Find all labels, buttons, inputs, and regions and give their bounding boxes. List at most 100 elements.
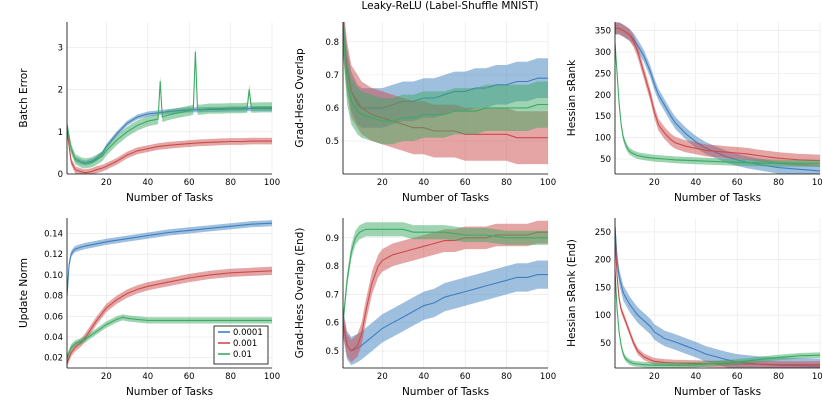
- band-0-001: [615, 228, 820, 368]
- line-0-01: [615, 43, 820, 164]
- line-0-001: [67, 129, 272, 174]
- y-tick-label: 0.7: [325, 71, 339, 81]
- x-tick-label: 20: [649, 372, 660, 382]
- line-0-0001: [615, 226, 820, 367]
- band-0-0001: [615, 218, 820, 368]
- x-tick-label: 80: [773, 372, 784, 382]
- x-tick-label: 20: [377, 372, 388, 382]
- series-group: [343, 220, 548, 366]
- y-tick-label: 3: [58, 43, 63, 53]
- x-tick-label: 40: [142, 372, 153, 382]
- y-tick-label: 100: [595, 134, 611, 144]
- line-0-01: [67, 316, 272, 358]
- band-0-001: [615, 22, 820, 167]
- y-tick-label: 0.8: [325, 38, 339, 48]
- y-tick-label: 0.06: [44, 312, 63, 322]
- y-tick-label: 200: [595, 91, 611, 101]
- y-axis-label: Grad-Hess Overlap (End): [294, 228, 306, 359]
- y-tick-label: 200: [595, 256, 611, 266]
- legend-label-0-001: 0.001: [233, 339, 257, 349]
- y-axis-label: Update Norm: [18, 258, 30, 328]
- band-0-01: [343, 222, 548, 330]
- series-group: [615, 22, 820, 174]
- band-0-01: [67, 46, 272, 169]
- line-0-01: [343, 28, 548, 122]
- x-tick-label: 80: [773, 178, 784, 188]
- x-tick-label: 100: [812, 372, 822, 382]
- panel-hessian-srank: 20 40 60 80 100 50 100 150 200 250 300 350 Number of…: [566, 22, 822, 204]
- band-0-01: [615, 40, 820, 167]
- x-tick-label: 40: [142, 178, 153, 188]
- legend-label-0-01: 0.01: [233, 350, 252, 360]
- y-tick-label: 150: [595, 112, 611, 122]
- y-tick-label: 150: [595, 283, 611, 293]
- line-0-001: [615, 231, 820, 366]
- x-tick-label: 40: [418, 178, 429, 188]
- y-tick-label: 250: [595, 228, 611, 238]
- x-tick-label: 80: [225, 372, 236, 382]
- panel-batch-error: 20 40 60 80 100 0 1 2 3 Number of Tasks Batch Erro…: [18, 22, 280, 204]
- x-tick-label: 20: [377, 178, 388, 188]
- band-0-0001: [615, 22, 820, 174]
- x-tick-label: 100: [264, 372, 280, 382]
- y-tick-label: 350: [595, 27, 611, 37]
- y-tick-label: 2: [58, 86, 63, 96]
- series-group: [343, 22, 548, 165]
- line-0-0001: [67, 222, 272, 296]
- x-tick-label: 80: [501, 372, 512, 382]
- band-0-01: [615, 268, 820, 368]
- y-tick-label: 0.02: [44, 354, 63, 364]
- panel-grad-hess-overlap: 20 40 60 80 100 0.5 0.6 0.7 0.8 Number of Tasks Gr…: [294, 22, 556, 204]
- x-tick-label: 60: [460, 178, 471, 188]
- y-axis-label: Batch Error: [18, 68, 30, 128]
- x-tick-label: 100: [812, 178, 822, 188]
- band-0-01: [67, 314, 272, 361]
- y-axis-label: Hessian sRank (End): [566, 239, 578, 347]
- y-tick-label: 50: [600, 155, 611, 165]
- x-tick-label: 100: [540, 178, 556, 188]
- x-tick-label: 20: [101, 178, 112, 188]
- x-tick-label: 60: [732, 372, 743, 382]
- y-tick-label: 0.7: [325, 290, 339, 300]
- line-0-001: [615, 27, 820, 162]
- band-0-01: [343, 22, 548, 145]
- y-tick-label: 0: [58, 170, 63, 180]
- x-tick-label: 80: [501, 178, 512, 188]
- panel-hessian-srank-end: 20 40 60 80 100 50 100 150 200 250 Number of Tasks…: [566, 218, 822, 398]
- panels: 20 40 60 80 100 0 1 2 3 Number of Tasks Batch Erro…: [18, 22, 822, 398]
- x-tick-label: 20: [101, 372, 112, 382]
- y-tick-label: 0.08: [44, 292, 63, 302]
- y-tick-label: 0.5: [325, 137, 339, 147]
- x-tick-label: 100: [540, 372, 556, 382]
- x-axis-label: Number of Tasks: [126, 386, 213, 398]
- y-tick-label: 0.6: [325, 319, 339, 329]
- figure-title: Leaky-ReLU (Label-Shuffle MNIST): [361, 0, 538, 12]
- series-group: [67, 220, 272, 367]
- y-axis-label: Hessian sRank: [566, 59, 578, 136]
- x-tick-label: 40: [418, 372, 429, 382]
- line-0-01: [343, 228, 548, 323]
- x-axis-label: Number of Tasks: [674, 386, 761, 398]
- band-0-0001: [343, 260, 548, 366]
- panel-update-norm: 20 40 60 80 100 0.02 0.04 0.06 0.08 0.10 0.12 0.14 N…: [18, 218, 280, 398]
- y-axis-label: Grad-Hess Overlap: [294, 48, 306, 148]
- y-tick-label: 250: [595, 69, 611, 79]
- x-axis-label: Number of Tasks: [126, 192, 213, 204]
- y-tick-label: 0.04: [44, 333, 63, 343]
- x-tick-label: 20: [649, 178, 660, 188]
- panel-grad-hess-overlap-end: 20 40 60 80 100 0.5 0.6 0.7 0.8 0.9 Number of Task…: [294, 218, 556, 398]
- x-axis-label: Number of Tasks: [674, 192, 761, 204]
- band-0-001: [67, 126, 272, 174]
- x-tick-label: 40: [690, 178, 701, 188]
- y-tick-label: 0.5: [325, 347, 339, 357]
- y-tick-label: 1: [58, 128, 63, 138]
- y-tick-label: 0.8: [325, 262, 339, 272]
- x-tick-label: 60: [184, 178, 195, 188]
- y-tick-label: 300: [595, 48, 611, 58]
- x-tick-label: 80: [225, 178, 236, 188]
- line-0-01: [615, 270, 820, 366]
- x-tick-label: 60: [732, 178, 743, 188]
- series-group: [67, 46, 272, 174]
